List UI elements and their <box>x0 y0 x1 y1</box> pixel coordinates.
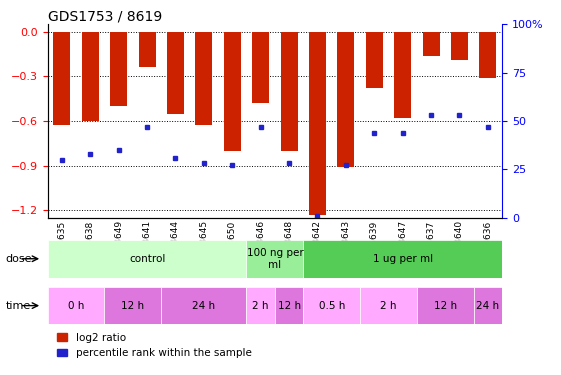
Bar <box>53 32 70 125</box>
Bar <box>252 32 269 103</box>
Bar <box>48 287 104 324</box>
Text: 24 h: 24 h <box>192 301 215 310</box>
Text: 12 h: 12 h <box>434 301 457 310</box>
Bar <box>360 287 417 324</box>
Bar <box>422 32 440 56</box>
Bar <box>110 32 127 106</box>
Bar <box>246 240 304 278</box>
Text: GDS1753 / 8619: GDS1753 / 8619 <box>48 9 162 23</box>
Bar <box>337 32 355 167</box>
Bar <box>304 287 360 324</box>
Bar <box>280 32 297 151</box>
Bar <box>304 240 502 278</box>
Text: control: control <box>129 254 165 264</box>
Bar <box>224 32 241 151</box>
Bar <box>417 287 473 324</box>
Text: 12 h: 12 h <box>278 301 301 310</box>
Bar <box>366 32 383 88</box>
Bar <box>309 32 326 214</box>
Text: 0.5 h: 0.5 h <box>319 301 345 310</box>
Bar <box>246 287 275 324</box>
Bar <box>167 32 184 114</box>
Bar <box>48 240 246 278</box>
Bar <box>82 32 99 121</box>
Bar <box>479 32 496 78</box>
Text: 1 ug per ml: 1 ug per ml <box>373 254 433 264</box>
Text: 24 h: 24 h <box>476 301 499 310</box>
Text: 2 h: 2 h <box>380 301 397 310</box>
Bar <box>275 287 304 324</box>
Bar <box>473 287 502 324</box>
Text: time: time <box>6 301 31 310</box>
Text: 0 h: 0 h <box>68 301 84 310</box>
Bar <box>451 32 468 60</box>
Bar <box>139 32 155 68</box>
Bar <box>162 287 246 324</box>
Text: 2 h: 2 h <box>252 301 269 310</box>
Text: 12 h: 12 h <box>121 301 144 310</box>
Bar <box>195 32 213 125</box>
Text: 100 ng per
ml: 100 ng per ml <box>246 248 304 270</box>
Bar <box>394 32 411 118</box>
Text: dose: dose <box>6 254 32 264</box>
Bar <box>104 287 162 324</box>
Legend: log2 ratio, percentile rank within the sample: log2 ratio, percentile rank within the s… <box>53 329 256 362</box>
